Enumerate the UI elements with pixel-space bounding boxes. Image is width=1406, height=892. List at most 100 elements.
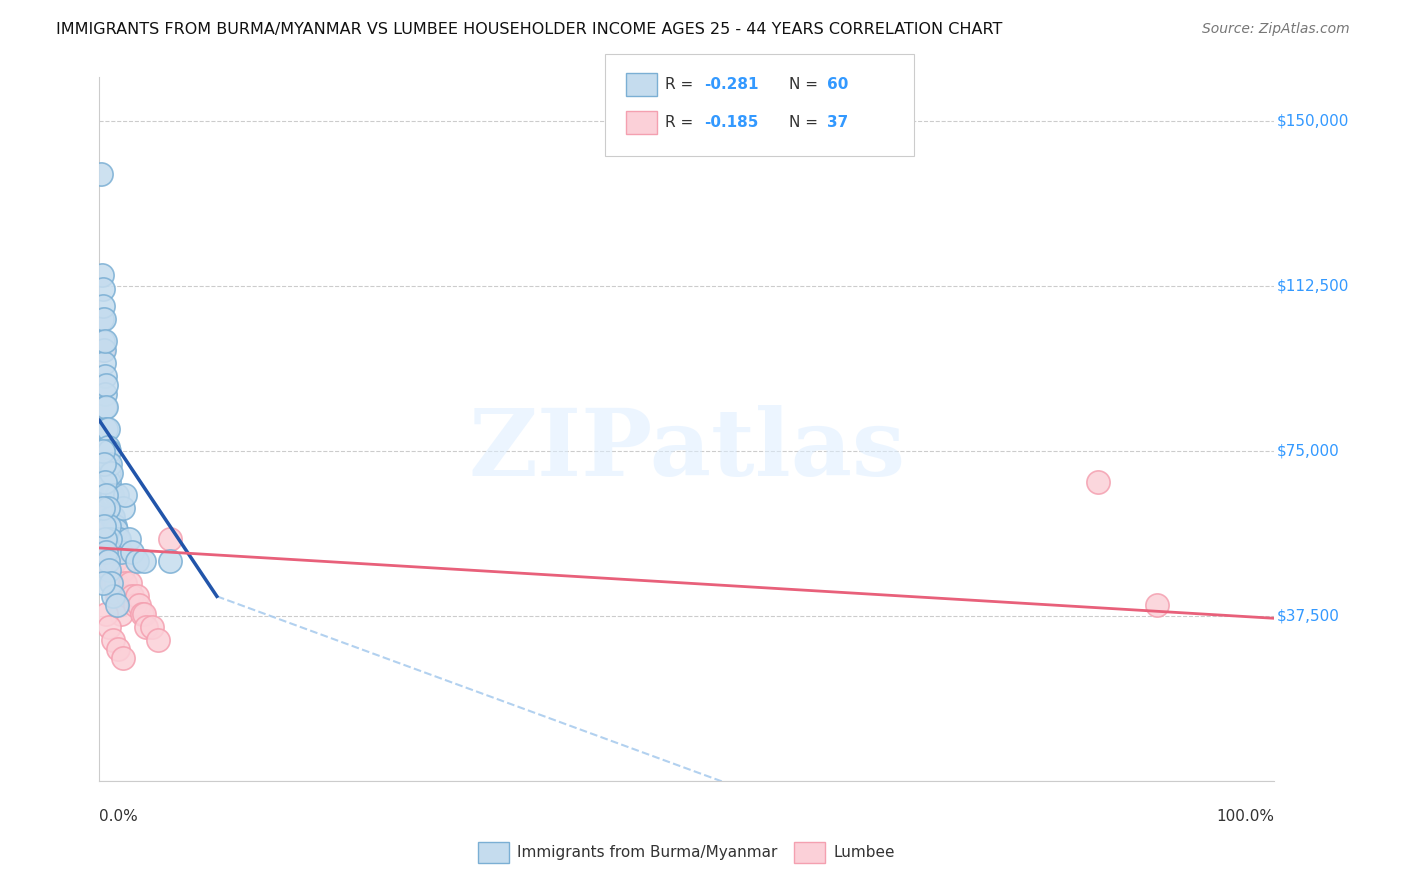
- Point: [91, 444, 114, 458]
- Text: -0.185: -0.185: [704, 115, 759, 129]
- Point: [103, 576, 125, 591]
- Point: [90, 312, 112, 326]
- Point: [159, 532, 181, 546]
- Point: [131, 607, 153, 621]
- Point: [94, 532, 117, 546]
- Point: [96, 378, 118, 392]
- Point: [97, 501, 120, 516]
- Point: [111, 563, 134, 577]
- Text: 100.0%: 100.0%: [1216, 809, 1274, 824]
- Point: [94, 510, 117, 524]
- Point: [96, 422, 118, 436]
- Point: [93, 312, 115, 326]
- Point: [104, 524, 127, 538]
- Point: [96, 545, 118, 559]
- Point: [98, 458, 121, 472]
- Point: [93, 343, 115, 357]
- Point: [100, 466, 122, 480]
- Point: [96, 545, 118, 559]
- Point: [100, 576, 122, 591]
- Text: R =: R =: [665, 78, 699, 92]
- Text: 0.0%: 0.0%: [100, 809, 138, 824]
- Point: [96, 488, 118, 502]
- Point: [114, 576, 136, 591]
- Point: [100, 488, 122, 502]
- Point: [108, 598, 131, 612]
- Text: -0.281: -0.281: [704, 78, 759, 92]
- Point: [104, 576, 127, 591]
- Point: [1087, 475, 1109, 489]
- Point: [101, 576, 124, 591]
- Point: [98, 554, 121, 568]
- Point: [97, 519, 120, 533]
- Text: $112,500: $112,500: [1277, 279, 1348, 293]
- Point: [98, 532, 121, 546]
- Point: [111, 651, 134, 665]
- Point: [94, 334, 117, 349]
- Point: [97, 440, 120, 454]
- Point: [103, 510, 125, 524]
- Text: Lumbee: Lumbee: [834, 846, 896, 860]
- Point: [159, 554, 181, 568]
- Point: [90, 167, 112, 181]
- Text: 37: 37: [827, 115, 848, 129]
- Point: [97, 620, 120, 634]
- Point: [94, 401, 117, 415]
- Point: [91, 343, 114, 357]
- Text: Source: ZipAtlas.com: Source: ZipAtlas.com: [1202, 22, 1350, 37]
- Point: [1146, 598, 1168, 612]
- Point: [132, 554, 155, 568]
- Text: $37,500: $37,500: [1277, 608, 1340, 624]
- Point: [101, 488, 124, 502]
- Point: [91, 299, 114, 313]
- Point: [97, 554, 120, 568]
- Point: [94, 369, 117, 384]
- Text: R =: R =: [665, 115, 699, 129]
- Point: [110, 545, 132, 559]
- Point: [121, 590, 143, 604]
- Point: [118, 532, 141, 546]
- Point: [103, 590, 125, 604]
- Point: [94, 387, 117, 401]
- Text: N =: N =: [789, 78, 823, 92]
- Point: [101, 510, 124, 524]
- Point: [93, 458, 115, 472]
- Point: [107, 590, 129, 604]
- Point: [108, 532, 131, 546]
- Point: [97, 475, 120, 489]
- Point: [104, 519, 127, 533]
- Point: [146, 633, 169, 648]
- Point: [96, 607, 118, 621]
- Text: N =: N =: [789, 115, 823, 129]
- Point: [93, 532, 115, 546]
- Point: [114, 488, 136, 502]
- Point: [110, 607, 132, 621]
- Point: [98, 488, 121, 502]
- Point: [91, 334, 114, 349]
- Point: [103, 633, 125, 648]
- Point: [104, 554, 127, 568]
- Point: [93, 519, 115, 533]
- Point: [96, 401, 118, 415]
- Point: [97, 563, 120, 577]
- Point: [97, 563, 120, 577]
- Point: [90, 268, 112, 283]
- Point: [100, 510, 122, 524]
- Point: [105, 598, 128, 612]
- Point: [125, 554, 148, 568]
- Point: [107, 532, 129, 546]
- Point: [117, 590, 139, 604]
- Text: $75,000: $75,000: [1277, 443, 1340, 458]
- Point: [91, 281, 114, 295]
- Text: IMMIGRANTS FROM BURMA/MYANMAR VS LUMBEE HOUSEHOLDER INCOME AGES 25 - 44 YEARS CO: IMMIGRANTS FROM BURMA/MYANMAR VS LUMBEE …: [56, 22, 1002, 37]
- Point: [135, 620, 157, 634]
- Text: $150,000: $150,000: [1277, 114, 1348, 129]
- Point: [132, 607, 155, 621]
- Point: [97, 466, 120, 480]
- Point: [118, 576, 141, 591]
- Point: [97, 444, 120, 458]
- Point: [94, 475, 117, 489]
- Point: [91, 501, 114, 516]
- Point: [125, 590, 148, 604]
- Point: [128, 598, 150, 612]
